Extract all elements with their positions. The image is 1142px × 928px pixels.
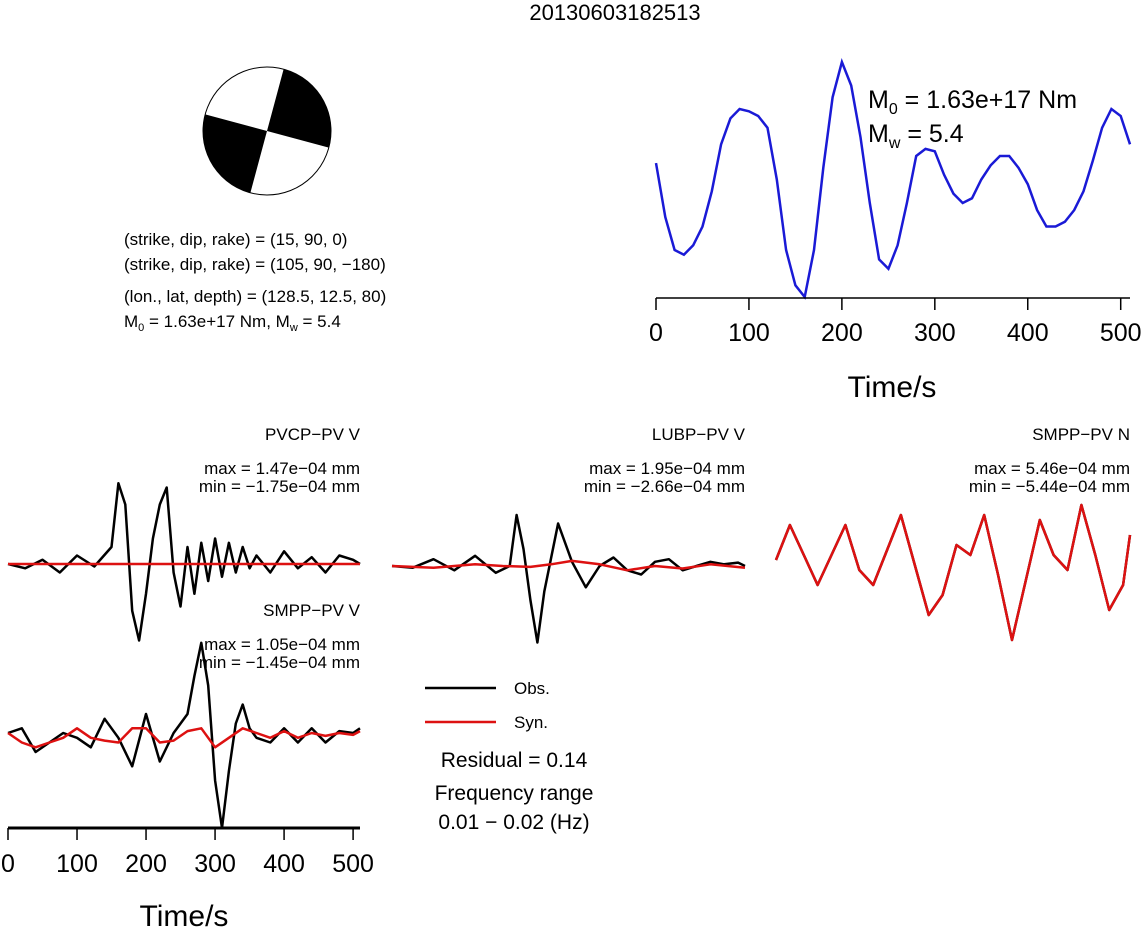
wave-x-tick-label: 0 [1,850,15,878]
legend-obs-label: Obs. [514,679,550,698]
synthetic-trace [774,503,1132,642]
focal-m0-sub: 0 [138,322,144,334]
waveform-max-label: max = 1.95e−04 mm [589,459,745,478]
waveform-max-label: max = 1.05e−04 mm [204,635,360,654]
waveform-station-label: LUBP−PV V [652,425,746,444]
stf-mw-label: M [868,120,889,148]
observed-trace [7,482,361,642]
waveform-labels-2: LUBP−PV V max = 1.95e−04 mm min = −2.66e… [584,425,746,496]
wave-x-tick-label: 400 [263,850,305,878]
stf-m0-sub: 0 [889,101,898,118]
waveform-traces [7,482,1132,830]
beachball [202,66,332,196]
stf-series-line [654,57,1132,300]
focal-m0-label: M [124,312,138,331]
synthetic-trace [391,559,746,572]
waveform-min-label: min = −2.66e−04 mm [584,477,745,496]
waveform-station-label: SMPP−PV V [263,601,361,620]
stf-x-tick-label: 200 [821,319,863,347]
stf-panel: 0 100 200 300 400 500 Time/s M0 = 1.63e+17 Nm… [649,57,1142,404]
waveform-min-label: min = −1.45e−04 mm [199,653,360,672]
frequency-range-label: Frequency range [435,782,594,805]
wave-x-tick-label: 100 [56,850,98,878]
stf-mw-value: = 5.4 [900,120,963,148]
waveform-station-label: SMPP−PV N [1032,425,1130,444]
beachball-quadrant-sw [203,114,267,193]
observed-trace [391,513,746,644]
waveform-station-label: PVCP−PV V [265,425,361,444]
wave-axis: 0 100 200 300 400 500 Time/s [1,826,374,928]
waveform-labels-4: SMPP−PV V max = 1.05e−04 mm min = −1.45e… [199,601,361,672]
focal-line-2: (strike, dip, rake) = (105, 90, −180) [124,255,386,274]
waveform-panel-2 [391,513,746,644]
residual-label: Residual = 0.14 [441,749,588,772]
waveform-panel-3 [774,503,1132,642]
waveform-panel-4 [7,641,361,830]
waveform-min-label: min = −5.44e−04 mm [969,477,1130,496]
figure-title: 20130603182513 [529,0,700,25]
waveform-min-label: min = −1.75e−04 mm [199,477,360,496]
focal-moment-line: M0 = 1.63e+17 Nm, Mw = 5.4 [124,312,341,334]
waveform-max-label: max = 5.46e−04 mm [974,459,1130,478]
stf-x-tick-label: 400 [1007,319,1049,347]
stf-x-tick-label: 300 [914,319,956,347]
stf-x-tick-label: 100 [728,319,770,347]
focal-mw-sub: w [289,322,298,334]
wave-x-tick-label: 300 [194,850,236,878]
synthetic-trace [7,727,361,749]
legend: Obs. Syn. Residual = 0.14 Frequency rang… [425,679,593,834]
wave-x-tick-label: 500 [332,850,374,878]
observed-trace [7,641,361,830]
waveform-max-label: max = 1.47e−04 mm [204,459,360,478]
focal-line-1: (strike, dip, rake) = (15, 90, 0) [124,230,347,249]
focal-line-3: (lon., lat, depth) = (128.5, 12.5, 80) [124,287,386,306]
waveform-labels-1: PVCP−PV V max = 1.47e−04 mm min = −1.75e… [199,425,361,496]
wave-x-ticks: 0 100 200 300 400 500 [1,828,374,878]
stf-x-tick-label: 0 [649,319,663,347]
focal-mw-rest: = 5.4 [298,312,341,331]
wave-x-tick-label: 200 [125,850,167,878]
wave-x-axis-label: Time/s [140,900,229,928]
stf-mw-annotation: Mw = 5.4 [868,120,964,152]
focal-m0-rest: = 1.63e+17 Nm, M [144,312,290,331]
beachball-quadrant-ne [267,69,331,148]
stf-m0-label: M [868,86,889,114]
stf-x-ticks: 0 100 200 300 400 500 [649,298,1142,347]
stf-mw-sub: w [888,135,901,152]
waveform-labels-3: SMPP−PV N max = 5.46e−04 mm min = −5.44e… [969,425,1130,496]
stf-m0-annotation: M0 = 1.63e+17 Nm [868,86,1077,118]
frequency-range-value: 0.01 − 0.02 (Hz) [438,811,589,834]
legend-syn-label: Syn. [514,713,548,732]
waveform-panel-1 [7,482,361,642]
stf-x-axis-label: Time/s [848,371,937,404]
stf-x-tick-label: 500 [1100,319,1142,347]
stf-m0-value: = 1.63e+17 Nm [898,86,1077,114]
